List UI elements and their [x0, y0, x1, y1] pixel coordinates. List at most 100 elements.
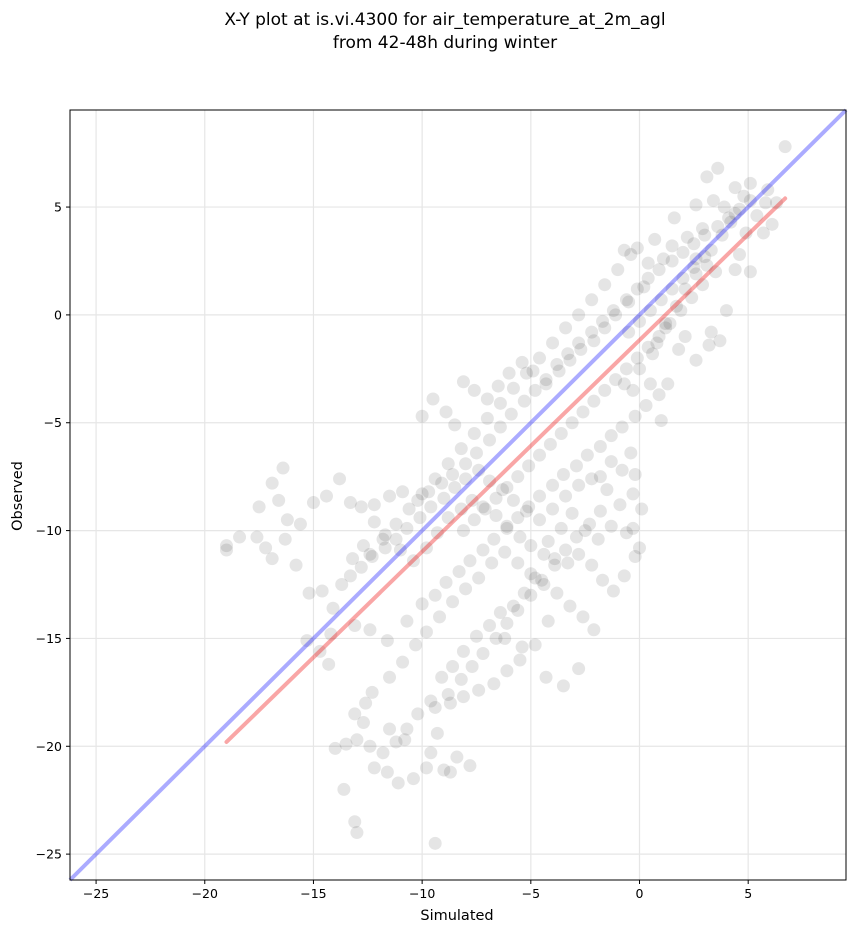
data-point: [728, 207, 742, 221]
data-point: [648, 232, 662, 246]
data-point: [561, 556, 575, 570]
data-point: [550, 586, 564, 600]
data-point: [643, 304, 657, 318]
data-point: [467, 513, 481, 527]
data-point: [435, 670, 449, 684]
data-point: [669, 299, 683, 313]
data-point: [459, 457, 473, 471]
data-point: [628, 549, 642, 563]
data-point: [572, 336, 586, 350]
y-axis-ticks: −25 −20 −15 −10 −5 0 5: [36, 200, 70, 862]
data-point: [335, 578, 349, 592]
data-point: [528, 571, 542, 585]
data-point: [489, 491, 503, 505]
data-point: [511, 511, 525, 525]
y-tick-label: −25: [36, 847, 62, 862]
data-point: [422, 485, 436, 499]
x-tick-label: 0: [636, 886, 644, 901]
data-point: [496, 483, 510, 497]
data-point: [328, 741, 342, 755]
data-point: [672, 342, 686, 356]
data-point: [346, 552, 360, 566]
data-point: [700, 258, 714, 272]
data-point: [759, 196, 773, 210]
data-point: [559, 321, 573, 335]
data-point: [513, 530, 527, 544]
data-point: [419, 541, 433, 555]
data-point: [704, 325, 718, 339]
data-point: [415, 597, 429, 611]
data-point: [456, 524, 470, 538]
data-point: [454, 442, 468, 456]
data-point: [348, 618, 362, 632]
y-tick-label: −10: [36, 523, 62, 538]
data-point: [465, 659, 479, 673]
data-point: [600, 483, 614, 497]
data-point: [698, 228, 712, 242]
data-point: [569, 459, 583, 473]
data-point: [711, 161, 725, 175]
data-point: [739, 226, 753, 240]
data-point: [576, 405, 590, 419]
data-point: [441, 511, 455, 525]
data-point: [585, 558, 599, 572]
data-point: [511, 556, 525, 570]
x-tick-label: −20: [192, 886, 218, 901]
data-point: [406, 554, 420, 568]
data-point: [498, 631, 512, 645]
data-point: [437, 491, 451, 505]
y-tick-label: 0: [54, 307, 62, 322]
data-point: [541, 614, 555, 628]
data-point: [678, 282, 692, 296]
data-point: [343, 496, 357, 510]
data-point: [541, 534, 555, 548]
data-point: [359, 696, 373, 710]
data-point: [322, 657, 336, 671]
data-point: [687, 260, 701, 274]
data-point: [619, 526, 633, 540]
data-point: [487, 677, 501, 691]
data-point: [659, 321, 673, 335]
x-axis-label: Simulated: [420, 908, 493, 924]
data-point: [446, 468, 460, 482]
data-point: [441, 688, 455, 702]
data-point: [696, 278, 710, 292]
data-point: [533, 513, 547, 527]
data-point: [706, 194, 720, 208]
data-point: [398, 733, 412, 747]
data-point: [724, 215, 738, 229]
data-point: [689, 252, 703, 266]
data-point: [400, 614, 414, 628]
data-point: [517, 394, 531, 408]
data-point: [356, 539, 370, 553]
data-point: [537, 578, 551, 592]
data-point: [543, 437, 557, 451]
data-point: [428, 700, 442, 714]
data-point: [354, 500, 368, 514]
data-point: [719, 304, 733, 318]
data-point: [604, 429, 618, 443]
data-point: [702, 338, 716, 352]
data-point: [593, 470, 607, 484]
plot-frame: [69, 109, 847, 881]
data-point: [441, 457, 455, 471]
data-point: [630, 351, 644, 365]
data-point: [524, 567, 538, 581]
data-point: [443, 765, 457, 779]
data-point: [506, 599, 520, 613]
data-point: [459, 472, 473, 486]
data-point: [593, 439, 607, 453]
data-point: [646, 347, 660, 361]
data-point: [367, 498, 381, 512]
data-point: [448, 418, 462, 432]
data-point: [339, 737, 353, 751]
data-point: [606, 304, 620, 318]
data-point: [515, 355, 529, 369]
data-point: [617, 569, 631, 583]
data-point: [537, 547, 551, 561]
data-point: [500, 480, 514, 494]
data-point: [641, 340, 655, 354]
data-point: [350, 826, 364, 840]
data-point: [583, 517, 597, 531]
data-point: [596, 573, 610, 587]
